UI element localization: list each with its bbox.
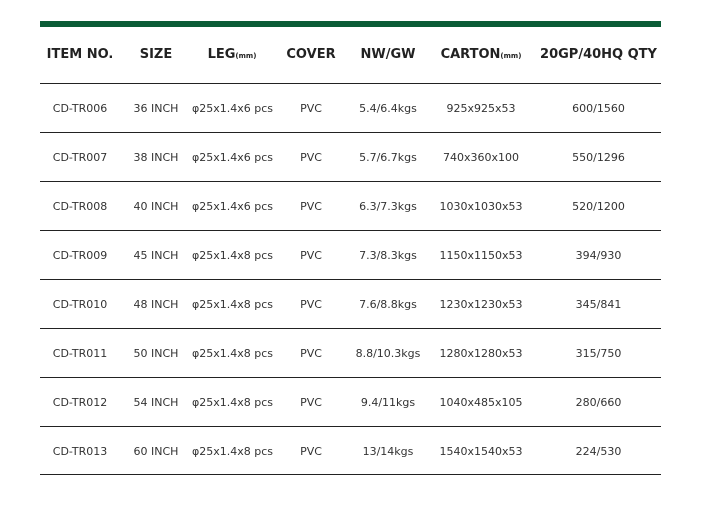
col-qty: 20GP/40HQ QTY — [540, 46, 657, 62]
cell-item-no: CD-TR009 — [52, 249, 108, 262]
cell-qty: 394/930 — [575, 249, 622, 262]
cell-item-no: CD-TR008 — [52, 200, 108, 213]
cell-cover: PVC — [300, 298, 322, 311]
cell-leg: φ25x1.4x6 pcs — [192, 200, 274, 213]
cell-size: 38 INCH — [133, 151, 179, 164]
col-cover: COVER — [286, 46, 336, 62]
col-leg-unit: (mm) — [235, 51, 257, 60]
cell-item-no: CD-TR007 — [52, 151, 108, 164]
cell-qty: 345/841 — [575, 298, 622, 311]
cell-qty: 520/1200 — [572, 200, 625, 213]
table-row: CD-TR013 60 INCH φ25x1.4x8 pcs PVC 13/14kgs 1… — [40, 426, 661, 476]
cell-leg: φ25x1.4x8 pcs — [192, 249, 274, 262]
cell-leg: φ25x1.4x6 pcs — [192, 102, 274, 115]
cell-weight: 8.8/10.3kgs — [355, 347, 421, 360]
cell-carton: 925x925x53 — [446, 102, 516, 115]
table-row: CD-TR010 48 INCH φ25x1.4x8 pcs PVC 7.6/8.8kg… — [40, 279, 661, 329]
cell-size: 48 INCH — [133, 298, 179, 311]
cell-weight: 13/14kgs — [362, 445, 414, 458]
cell-weight: 7.3/8.3kgs — [359, 249, 417, 262]
cell-weight: 5.4/6.4kgs — [359, 102, 417, 115]
cell-leg: φ25x1.4x8 pcs — [192, 347, 274, 360]
cell-cover: PVC — [300, 347, 322, 360]
cell-item-no: CD-TR010 — [52, 298, 108, 311]
col-carton: CARTON(mm) — [426, 47, 536, 62]
cell-carton: 1030x1030x53 — [439, 200, 523, 213]
cell-leg: φ25x1.4x8 pcs — [192, 396, 274, 409]
cell-qty: 224/530 — [575, 445, 622, 458]
header-accent-bar — [40, 21, 661, 27]
table-row: CD-TR011 50 INCH φ25x1.4x8 pcs PVC 8.8/10.3k… — [40, 328, 661, 378]
col-leg: LEG(mm) — [192, 47, 272, 62]
cell-leg: φ25x1.4x8 pcs — [192, 445, 274, 458]
cell-weight: 5.7/6.7kgs — [359, 151, 417, 164]
cell-size: 36 INCH — [133, 102, 179, 115]
cell-qty: 550/1296 — [572, 151, 625, 164]
cell-leg: φ25x1.4x6 pcs — [192, 151, 274, 164]
table-bottom-rule — [40, 474, 661, 475]
cell-size: 40 INCH — [133, 200, 179, 213]
cell-carton: 1230x1230x53 — [439, 298, 523, 311]
cell-cover: PVC — [300, 396, 322, 409]
col-carton-unit: (mm) — [500, 51, 522, 60]
cell-carton: 1040x485x105 — [439, 396, 523, 409]
cell-cover: PVC — [300, 445, 322, 458]
cell-cover: PVC — [300, 102, 322, 115]
cell-weight: 6.3/7.3kgs — [359, 200, 417, 213]
col-size: SIZE — [139, 46, 173, 62]
cell-size: 54 INCH — [133, 396, 179, 409]
cell-qty: 280/660 — [575, 396, 622, 409]
cell-size: 45 INCH — [133, 249, 179, 262]
cell-item-no: CD-TR012 — [52, 396, 108, 409]
cell-size: 60 INCH — [133, 445, 179, 458]
cell-carton: 1540x1540x53 — [439, 445, 523, 458]
cell-qty: 315/750 — [575, 347, 622, 360]
table-row: CD-TR006 36 INCH φ25x1.4x6 pcs PVC 5.4/6.4kg… — [40, 83, 661, 133]
col-carton-label: CARTON — [440, 46, 501, 62]
cell-cover: PVC — [300, 249, 322, 262]
table-row: CD-TR007 38 INCH φ25x1.4x6 pcs PVC 5.7/6.7kg… — [40, 132, 661, 182]
cell-weight: 9.4/11kgs — [360, 396, 416, 409]
cell-weight: 7.6/8.8kgs — [359, 298, 417, 311]
table-header: ITEM NO. SIZE LEG(mm) COVER NW/GW CARTON… — [40, 40, 661, 68]
cell-item-no: CD-TR006 — [52, 102, 108, 115]
col-weight: NW/GW — [360, 46, 416, 62]
col-leg-label: LEG — [207, 46, 236, 62]
cell-qty: 600/1560 — [572, 102, 625, 115]
cell-cover: PVC — [300, 200, 322, 213]
table-row: CD-TR008 40 INCH φ25x1.4x6 pcs PVC 6.3/7.3kg… — [40, 181, 661, 231]
cell-carton: 1280x1280x53 — [439, 347, 523, 360]
cell-leg: φ25x1.4x8 pcs — [192, 298, 274, 311]
cell-size: 50 INCH — [133, 347, 179, 360]
col-item-no: ITEM NO. — [46, 46, 114, 62]
cell-item-no: CD-TR013 — [52, 445, 108, 458]
cell-carton: 1150x1150x53 — [439, 249, 523, 262]
table-row: CD-TR012 54 INCH φ25x1.4x8 pcs PVC 9.4/11kgs… — [40, 377, 661, 427]
cell-carton: 740x360x100 — [442, 151, 519, 164]
cell-cover: PVC — [300, 151, 322, 164]
table-row: CD-TR009 45 INCH φ25x1.4x8 pcs PVC 7.3/8.3kg… — [40, 230, 661, 280]
cell-item-no: CD-TR011 — [52, 347, 108, 360]
